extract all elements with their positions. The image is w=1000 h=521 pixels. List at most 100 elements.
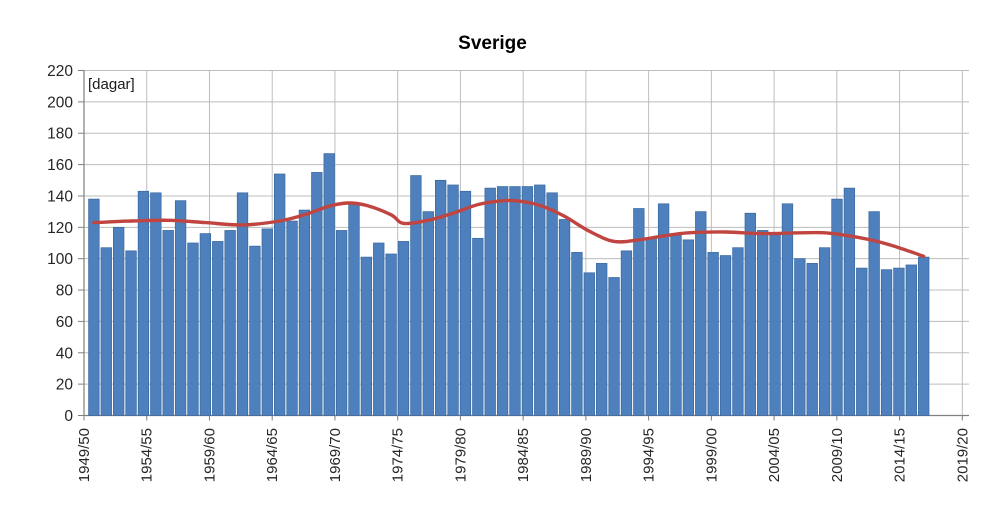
bar bbox=[422, 211, 434, 416]
bar bbox=[744, 212, 756, 416]
bar bbox=[806, 263, 818, 416]
bar bbox=[831, 198, 843, 416]
bar bbox=[323, 153, 335, 416]
y-tick-label: 180 bbox=[47, 126, 73, 143]
x-tick-label: 1984/85 bbox=[515, 428, 532, 482]
bar bbox=[224, 230, 236, 416]
y-tick-label: 60 bbox=[56, 314, 74, 331]
bar bbox=[509, 186, 521, 416]
bar bbox=[918, 256, 930, 416]
x-tick-label: 1979/80 bbox=[452, 428, 469, 482]
bar bbox=[484, 187, 496, 416]
bar bbox=[397, 241, 410, 416]
y-tick-label: 20 bbox=[56, 377, 74, 394]
bar bbox=[818, 247, 831, 416]
y-tick-label: 160 bbox=[47, 157, 73, 174]
x-tick-label: 1989/90 bbox=[578, 428, 595, 482]
bar bbox=[596, 263, 608, 416]
bar bbox=[558, 219, 571, 416]
bar bbox=[893, 267, 905, 416]
y-tick-label: 200 bbox=[47, 94, 73, 111]
bar bbox=[236, 192, 249, 416]
x-tick-label: 1969/70 bbox=[327, 428, 344, 482]
bar bbox=[521, 186, 534, 416]
bar bbox=[732, 247, 744, 416]
bar bbox=[546, 192, 558, 416]
y-tick-label: 80 bbox=[56, 283, 74, 300]
bar bbox=[174, 200, 187, 416]
x-tick-label: 1949/50 bbox=[76, 428, 93, 482]
bar bbox=[150, 192, 162, 416]
bar bbox=[137, 190, 150, 416]
y-tick-label: 120 bbox=[47, 220, 73, 237]
bar bbox=[583, 272, 595, 416]
x-tick-label: 2004/05 bbox=[766, 428, 783, 482]
bar bbox=[199, 233, 212, 416]
bar bbox=[682, 239, 695, 416]
bar bbox=[781, 203, 794, 416]
bar bbox=[410, 175, 422, 416]
bar bbox=[162, 230, 174, 416]
chart-title: Sverige bbox=[458, 33, 527, 54]
bar bbox=[670, 234, 682, 416]
bar bbox=[571, 252, 583, 416]
bar bbox=[298, 209, 311, 416]
y-tick-label: 220 bbox=[47, 63, 73, 80]
bar bbox=[261, 228, 273, 416]
x-tick-label: 1994/95 bbox=[641, 428, 658, 482]
bar bbox=[880, 269, 893, 416]
bar bbox=[373, 242, 385, 416]
bar bbox=[335, 230, 348, 416]
bar bbox=[435, 179, 447, 416]
bar bbox=[645, 237, 657, 416]
x-tick-label: 2014/15 bbox=[892, 428, 909, 482]
x-tick-label: 2019/20 bbox=[954, 428, 971, 482]
y-tick-label: 100 bbox=[47, 251, 73, 268]
bar bbox=[187, 242, 199, 416]
bar bbox=[459, 190, 472, 416]
bar bbox=[348, 203, 360, 416]
bar bbox=[608, 277, 620, 416]
bar bbox=[905, 264, 917, 416]
bar bbox=[212, 241, 224, 416]
bar bbox=[88, 198, 100, 416]
bar bbox=[125, 250, 137, 416]
bar bbox=[100, 247, 112, 416]
x-tick-label: 1974/75 bbox=[390, 428, 407, 482]
bar bbox=[707, 252, 719, 416]
y-tick-label: 40 bbox=[56, 345, 74, 362]
x-tick-label: 1964/65 bbox=[264, 428, 281, 482]
bar bbox=[360, 256, 373, 416]
trend-line bbox=[92, 198, 926, 258]
bar bbox=[868, 211, 880, 416]
bar bbox=[695, 211, 707, 416]
bar bbox=[657, 203, 670, 416]
bar bbox=[856, 267, 868, 416]
x-tick-label: 1999/00 bbox=[703, 428, 720, 482]
x-tick-label: 1959/60 bbox=[201, 428, 218, 482]
bar bbox=[620, 250, 633, 416]
bar bbox=[447, 184, 459, 416]
y-tick-label: 140 bbox=[47, 188, 73, 205]
bar bbox=[385, 253, 397, 416]
bar bbox=[472, 237, 484, 416]
bar bbox=[633, 208, 645, 416]
bar bbox=[286, 220, 298, 416]
bar bbox=[769, 233, 781, 416]
bar bbox=[496, 186, 509, 416]
x-tick-label: 2009/10 bbox=[829, 428, 846, 482]
bar bbox=[794, 258, 806, 416]
x-tick-label: 1954/55 bbox=[139, 428, 156, 482]
bar bbox=[249, 245, 261, 416]
y-tick-label: 0 bbox=[64, 408, 73, 425]
bar bbox=[534, 184, 546, 416]
bar bbox=[274, 173, 286, 416]
bar bbox=[843, 187, 856, 416]
bar bbox=[719, 255, 732, 416]
bar bbox=[113, 226, 125, 416]
y-axis-unit-label: [dagar] bbox=[88, 76, 135, 93]
bar bbox=[311, 172, 323, 416]
bar bbox=[757, 230, 769, 416]
